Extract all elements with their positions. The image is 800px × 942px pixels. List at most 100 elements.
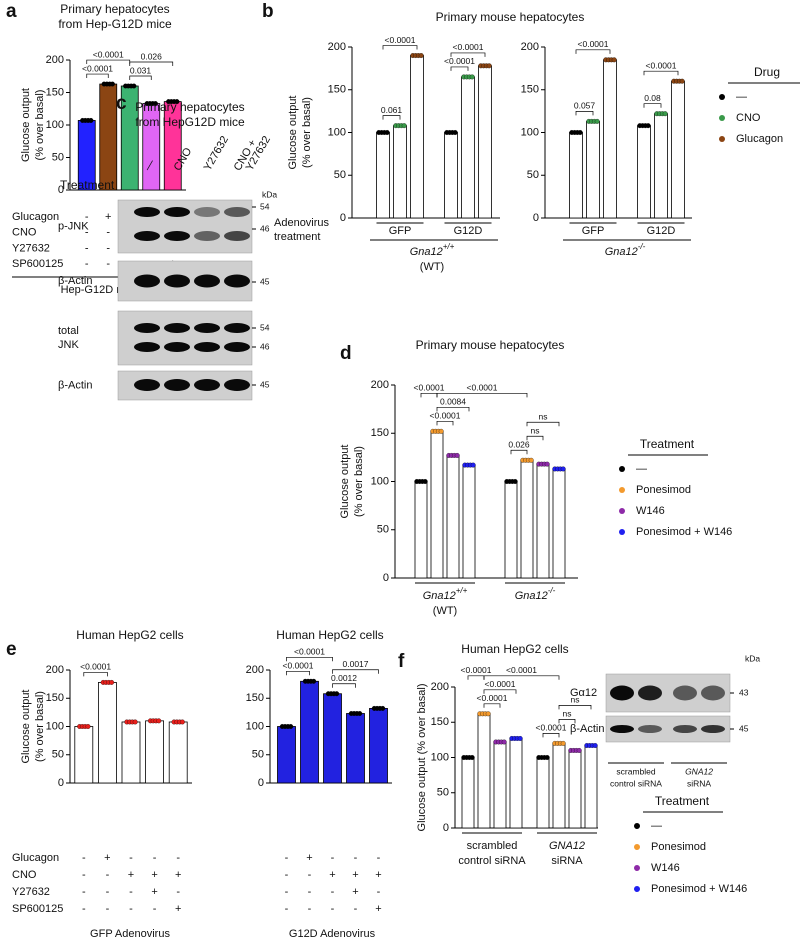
significance-bracket bbox=[332, 683, 356, 688]
y-axis-label: (% over basal) bbox=[34, 90, 46, 161]
group-label-text: Gna12 bbox=[605, 246, 638, 258]
bar bbox=[477, 713, 491, 829]
data-point bbox=[679, 78, 685, 84]
y-tick-label: 50 bbox=[52, 151, 64, 163]
data-point bbox=[454, 452, 460, 458]
treatment-sign: - bbox=[106, 886, 110, 898]
legend-label: Glucagon bbox=[736, 133, 783, 145]
treatment-sign: - bbox=[285, 869, 289, 881]
significance-bracket bbox=[420, 392, 438, 398]
blot-band bbox=[164, 342, 190, 352]
bar bbox=[569, 132, 583, 219]
significance-label: <0.0001 bbox=[385, 35, 416, 45]
blot-band bbox=[673, 725, 697, 733]
data-point bbox=[152, 101, 158, 106]
treatment-sign: - bbox=[285, 903, 289, 915]
significance-label: ns bbox=[571, 695, 580, 705]
legend-title: Treatment bbox=[640, 437, 695, 451]
significance-bracket bbox=[129, 61, 174, 66]
chart-title: Primary mouse hepatocytes bbox=[416, 338, 565, 352]
data-point bbox=[109, 679, 115, 685]
treatment-sign: - bbox=[82, 886, 86, 898]
bar bbox=[461, 757, 475, 829]
bar bbox=[410, 55, 424, 219]
treatment-sign: + bbox=[175, 869, 181, 881]
kda-marker: 45 bbox=[739, 723, 749, 733]
lane-label: scrambled bbox=[616, 766, 655, 776]
treatment-sign: - bbox=[106, 242, 110, 254]
data-point bbox=[517, 736, 523, 741]
significance-label: <0.0001 bbox=[485, 679, 516, 689]
blot-band bbox=[164, 231, 190, 241]
legend-marker bbox=[619, 466, 625, 472]
bar bbox=[414, 481, 428, 579]
significance-label: 0.031 bbox=[130, 65, 152, 75]
legend-label: CNO bbox=[736, 112, 761, 124]
treatment-sign: - bbox=[308, 903, 312, 915]
data-point bbox=[469, 755, 475, 760]
y-tick-label: 200 bbox=[371, 379, 389, 391]
treatment-sign: - bbox=[85, 242, 89, 254]
y-tick-label: 0 bbox=[58, 777, 64, 789]
significance-bracket bbox=[86, 73, 109, 79]
lane-label: Y27632 bbox=[202, 134, 231, 173]
significance-label: <0.0001 bbox=[578, 39, 609, 49]
y-axis-label: Glucose output bbox=[287, 96, 299, 170]
group-label: Gna12-/- bbox=[605, 242, 646, 258]
bar bbox=[568, 750, 582, 829]
panel-letter: d bbox=[340, 343, 352, 364]
data-point bbox=[131, 83, 137, 89]
x-tick-label: scrambled bbox=[467, 840, 518, 852]
data-point bbox=[384, 130, 390, 135]
kda-label: kDa bbox=[262, 189, 277, 199]
treatment-sign: - bbox=[82, 869, 86, 881]
y-tick-label: 50 bbox=[527, 169, 539, 181]
significance-label: 0.08 bbox=[644, 93, 661, 103]
bar bbox=[376, 132, 390, 219]
panel-letter: a bbox=[6, 1, 17, 22]
x-tick-label-text: Gna12 bbox=[423, 590, 456, 602]
group-label-line2: (WT) bbox=[420, 261, 444, 273]
significance-label: <0.0001 bbox=[294, 647, 325, 657]
blot-row-label: Gα12 bbox=[570, 687, 597, 699]
category-axis-label: Adenovirus bbox=[274, 217, 330, 229]
kda-marker: 46 bbox=[260, 341, 270, 351]
significance-bracket bbox=[382, 45, 418, 50]
y-tick-label: 150 bbox=[431, 716, 449, 728]
data-point bbox=[645, 123, 651, 129]
data-point bbox=[470, 462, 476, 468]
bar bbox=[536, 463, 550, 579]
blot-band bbox=[701, 725, 725, 733]
bar bbox=[446, 455, 460, 579]
footer-label: GFP Adenovirus bbox=[90, 928, 170, 940]
significance-label: 0.0084 bbox=[440, 397, 466, 407]
bar bbox=[98, 682, 117, 784]
treatment-sign: - bbox=[377, 886, 381, 898]
y-axis-label: (% over basal) bbox=[301, 97, 313, 168]
y-tick-label: 50 bbox=[377, 524, 389, 536]
treatment-sign: + bbox=[175, 903, 181, 915]
treatment-sign: - bbox=[106, 903, 110, 915]
blot-row-label: β-Actin bbox=[570, 723, 604, 735]
legend-title: Drug bbox=[754, 65, 780, 79]
data-point bbox=[109, 81, 115, 87]
y-tick-label: 200 bbox=[521, 41, 539, 53]
kda-label: kDa bbox=[745, 653, 760, 663]
significance-bracket bbox=[286, 670, 310, 676]
treatment-sign: - bbox=[331, 852, 335, 864]
legend-label: Ponesimod + W146 bbox=[651, 883, 747, 895]
data-point bbox=[577, 130, 583, 135]
significance-label: 0.061 bbox=[381, 105, 403, 115]
treatment-sign: - bbox=[285, 886, 289, 898]
bar bbox=[74, 726, 94, 784]
treatment-sign: - bbox=[106, 869, 110, 881]
bar bbox=[346, 713, 365, 784]
y-tick-label: 100 bbox=[246, 720, 264, 732]
blot-row-label: β-Actin bbox=[58, 379, 92, 391]
significance-bracket bbox=[436, 406, 470, 412]
chart-title: Primary hepatocytes bbox=[60, 2, 169, 16]
panel-letter: e bbox=[6, 639, 17, 660]
significance-bracket bbox=[558, 719, 576, 724]
bar bbox=[145, 720, 165, 784]
legend-label: Ponesimod bbox=[651, 841, 706, 853]
